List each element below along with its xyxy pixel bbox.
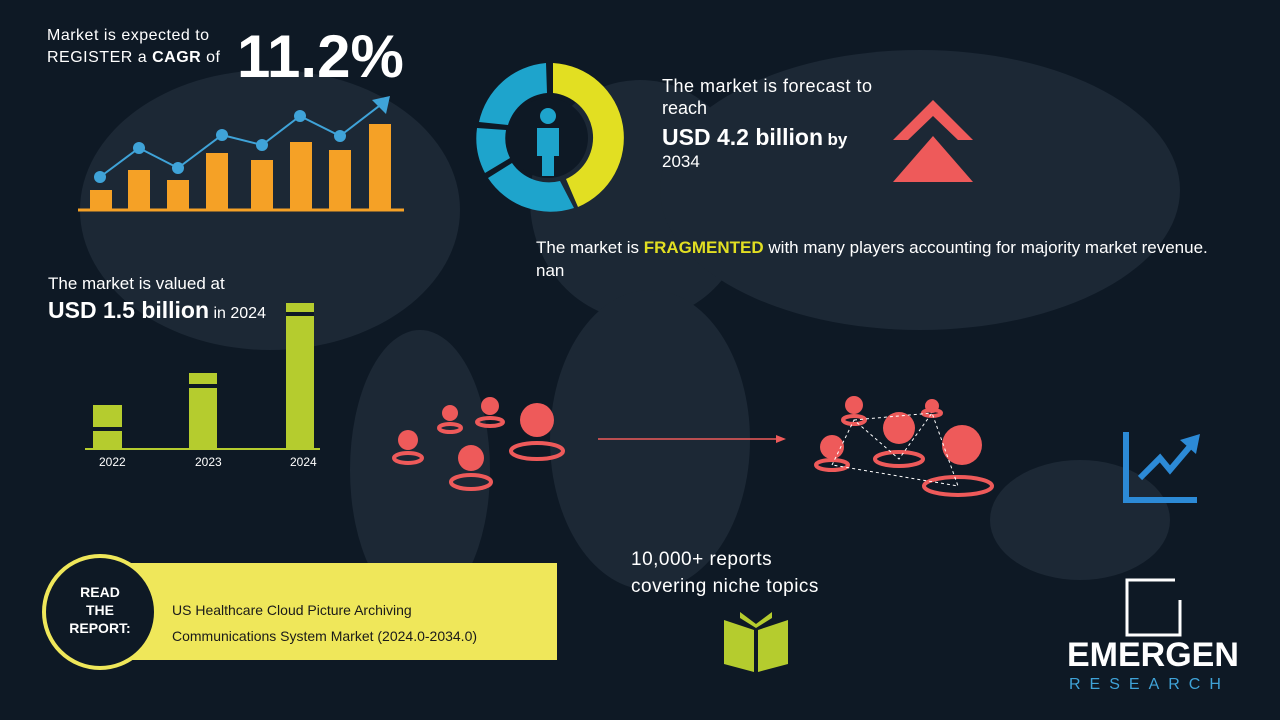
- arrow-head: [776, 435, 786, 443]
- cagr-value: 11.2%: [237, 23, 404, 90]
- cagr-line2: REGISTER a CAGR of: [47, 49, 221, 67]
- pins-left: [392, 416, 565, 491]
- year-label: 2022: [99, 455, 126, 469]
- valued-amount: USD 1.5 billion in 2024: [48, 297, 266, 324]
- trend-icon: [1123, 432, 1200, 503]
- report-title-2[interactable]: Communications System Market (2024.0-203…: [172, 628, 478, 644]
- logo-square: [1125, 578, 1182, 637]
- text: FRAGMENTED: [643, 238, 764, 257]
- read-report[interactable]: READ THE REPORT:: [69, 584, 131, 636]
- forecast-line1: The market is forecast to: [662, 76, 873, 96]
- fragmented: The market is FRAGMENTED with many playe…: [536, 236, 1226, 282]
- report-title-1[interactable]: US Healthcare Cloud Picture Archiving: [172, 602, 412, 618]
- growth-chart: [78, 96, 404, 212]
- pins-right: [814, 408, 994, 497]
- forecast-amount: USD 4.2 billion by: [662, 124, 847, 151]
- valued-line1: The market is valued at: [48, 274, 225, 293]
- donut: [476, 63, 624, 212]
- text: USD 4.2 billion: [662, 124, 824, 150]
- forecast-year: 2034: [662, 152, 700, 171]
- text: of: [206, 49, 221, 66]
- value-bars: [85, 303, 320, 450]
- reports-line1: 10,000+ reports: [631, 549, 773, 570]
- network: [831, 411, 959, 487]
- world-map: [80, 50, 1180, 610]
- text: The market is: [536, 238, 639, 257]
- text: in 2024: [213, 305, 266, 322]
- year-label: 2024: [290, 455, 317, 469]
- forecast-line2: reach: [662, 98, 708, 118]
- reports-line2: covering niche topics: [631, 576, 819, 597]
- text: USD 1.5 billion: [48, 297, 210, 323]
- text: CAGR: [152, 49, 202, 66]
- text: by: [827, 130, 848, 149]
- logo-name: EMERGEN: [1067, 636, 1239, 674]
- logo-sub: RESEARCH: [1069, 676, 1230, 693]
- report-banner: [42, 554, 557, 670]
- cagr-line1: Market is expected to: [47, 27, 210, 44]
- year-label: 2023: [195, 455, 222, 469]
- chevrons: [893, 100, 973, 182]
- text: with many players accounting for majorit…: [536, 238, 1208, 280]
- book-icon: [724, 612, 788, 672]
- text: REGISTER a: [47, 49, 148, 66]
